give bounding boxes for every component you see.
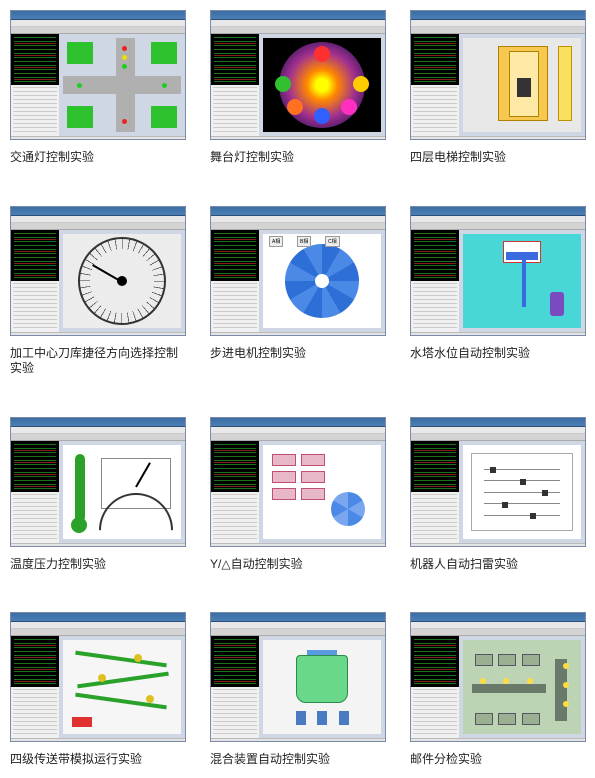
experiment-cell-elevator: 四层电梯控制实验 bbox=[410, 10, 586, 166]
caption-ydelta: Y/△自动控制实验 bbox=[210, 557, 386, 573]
thumbnail-mailsort[interactable] bbox=[410, 612, 586, 742]
caption-dial: 加工中心刀库捷径方向选择控制实验 bbox=[10, 346, 186, 377]
caption-traffic: 交通灯控制实验 bbox=[10, 150, 186, 166]
experiment-cell-temppressure: 温度压力控制实验 bbox=[10, 417, 186, 573]
thumbnail-traffic[interactable] bbox=[10, 10, 186, 140]
caption-stepper: 步进电机控制实验 bbox=[210, 346, 386, 362]
thumbnail-elevator[interactable] bbox=[410, 10, 586, 140]
experiment-cell-stage: 舞台灯控制实验 bbox=[210, 10, 386, 166]
experiment-cell-conveyor: 四级传送带模拟运行实验 bbox=[10, 612, 186, 768]
experiment-cell-stepper: A相B相C相 步进电机控制实验 bbox=[210, 206, 386, 377]
caption-watertower: 水塔水位自动控制实验 bbox=[410, 346, 586, 362]
thumbnail-stage[interactable] bbox=[210, 10, 386, 140]
caption-temppressure: 温度压力控制实验 bbox=[10, 557, 186, 573]
thumbnail-conveyor[interactable] bbox=[10, 612, 186, 742]
experiment-cell-ydelta: Y/△自动控制实验 bbox=[210, 417, 386, 573]
caption-elevator: 四层电梯控制实验 bbox=[410, 150, 586, 166]
caption-mixing: 混合装置自动控制实验 bbox=[210, 752, 386, 768]
caption-robot: 机器人自动扫雷实验 bbox=[410, 557, 586, 573]
experiments-grid: 交通灯控制实验 舞台灯控制实验 bbox=[10, 10, 585, 768]
caption-mailsort: 邮件分检实验 bbox=[410, 752, 586, 768]
experiment-cell-mixing: 混合装置自动控制实验 bbox=[210, 612, 386, 768]
experiment-cell-watertower: 水塔水位自动控制实验 bbox=[410, 206, 586, 377]
caption-conveyor: 四级传送带模拟运行实验 bbox=[10, 752, 186, 768]
thumbnail-watertower[interactable] bbox=[410, 206, 586, 336]
thumbnail-temppressure[interactable] bbox=[10, 417, 186, 547]
thumbnail-robot[interactable] bbox=[410, 417, 586, 547]
thumbnail-dial[interactable] bbox=[10, 206, 186, 336]
experiment-cell-robot: 机器人自动扫雷实验 bbox=[410, 417, 586, 573]
experiment-cell-mailsort: 邮件分检实验 bbox=[410, 612, 586, 768]
thumbnail-stepper[interactable]: A相B相C相 bbox=[210, 206, 386, 336]
experiment-cell-traffic: 交通灯控制实验 bbox=[10, 10, 186, 166]
experiment-cell-dial: 加工中心刀库捷径方向选择控制实验 bbox=[10, 206, 186, 377]
thumbnail-mixing[interactable] bbox=[210, 612, 386, 742]
thumbnail-ydelta[interactable] bbox=[210, 417, 386, 547]
caption-stage: 舞台灯控制实验 bbox=[210, 150, 386, 166]
